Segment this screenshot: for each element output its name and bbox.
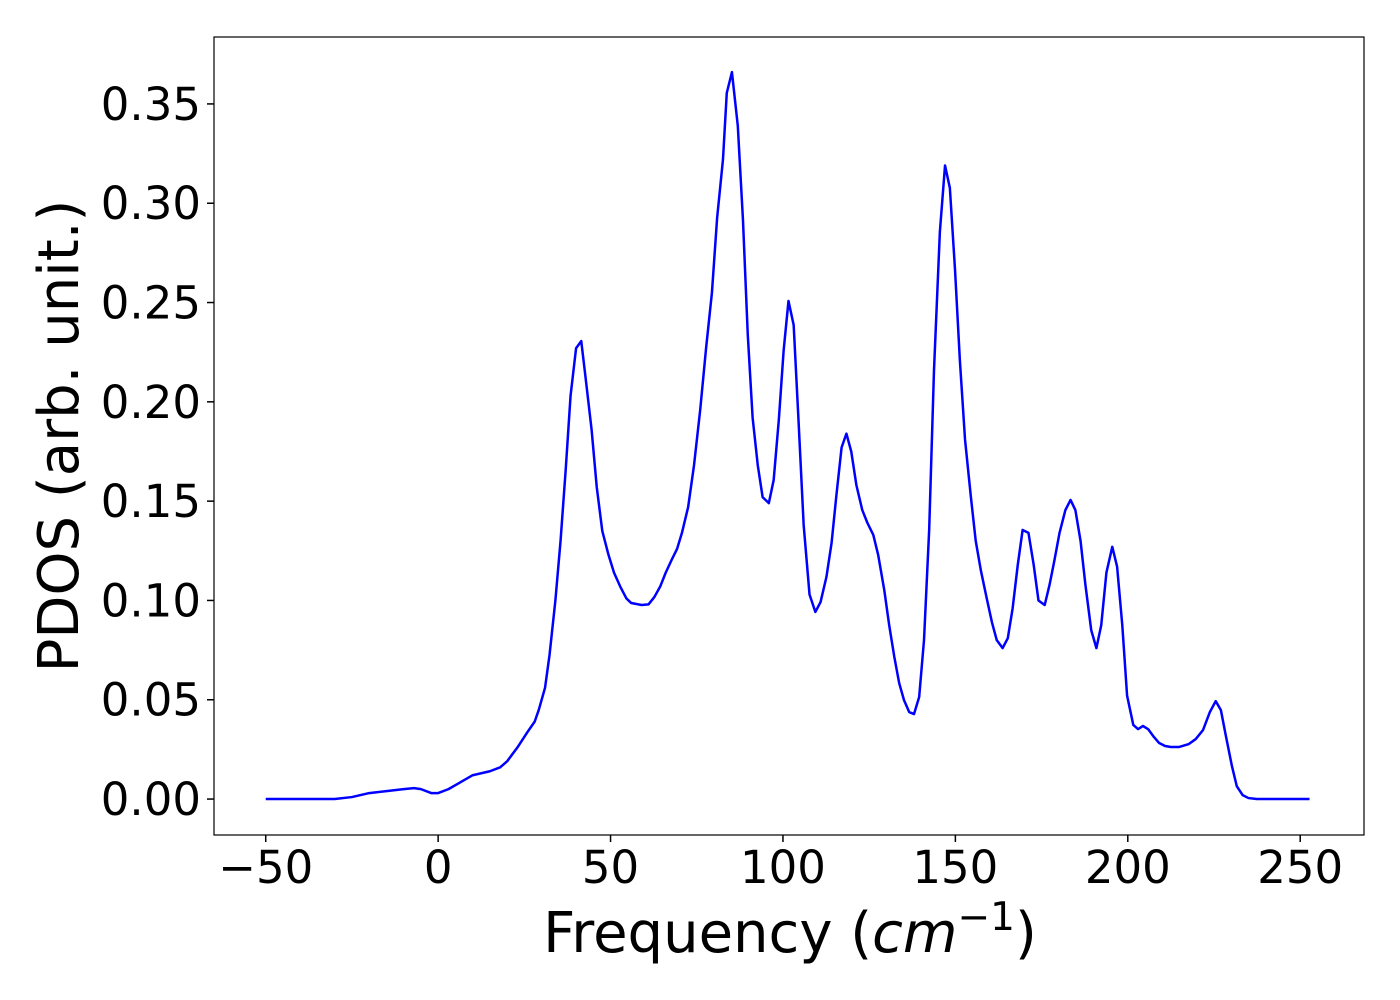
x-tick-label: 0: [424, 841, 453, 894]
x-axis-label: Frequency (cm−1): [543, 895, 1037, 966]
x-tick-label: 150: [912, 841, 998, 894]
x-tick-label: 200: [1085, 841, 1171, 894]
y-tick-label: 0.30: [101, 177, 201, 230]
x-tick-label: 100: [740, 841, 826, 894]
y-tick-label: 0.35: [101, 78, 201, 131]
x-label-text: ): [1015, 901, 1037, 966]
x-label-exponent: −1: [957, 895, 1015, 940]
y-tick-label: 0.10: [101, 574, 201, 627]
data-line: [265, 70, 1310, 801]
y-tick-label: 0.00: [101, 773, 201, 826]
plot-frame: [213, 36, 1365, 836]
y-tick-label: 0.20: [101, 376, 201, 429]
y-tick-label: 0.05: [101, 674, 201, 727]
y-tick-label: 0.15: [101, 475, 201, 528]
x-tick-label: 50: [582, 841, 639, 894]
y-axis-label: PDOS (arb. unit.): [27, 200, 92, 673]
x-label-text: Frequency (: [543, 901, 872, 966]
x-label-math: cm: [872, 901, 957, 966]
y-tick-label: 0.25: [101, 277, 201, 330]
x-tick-label: −50: [218, 841, 313, 894]
x-tick-label: 250: [1257, 841, 1343, 894]
